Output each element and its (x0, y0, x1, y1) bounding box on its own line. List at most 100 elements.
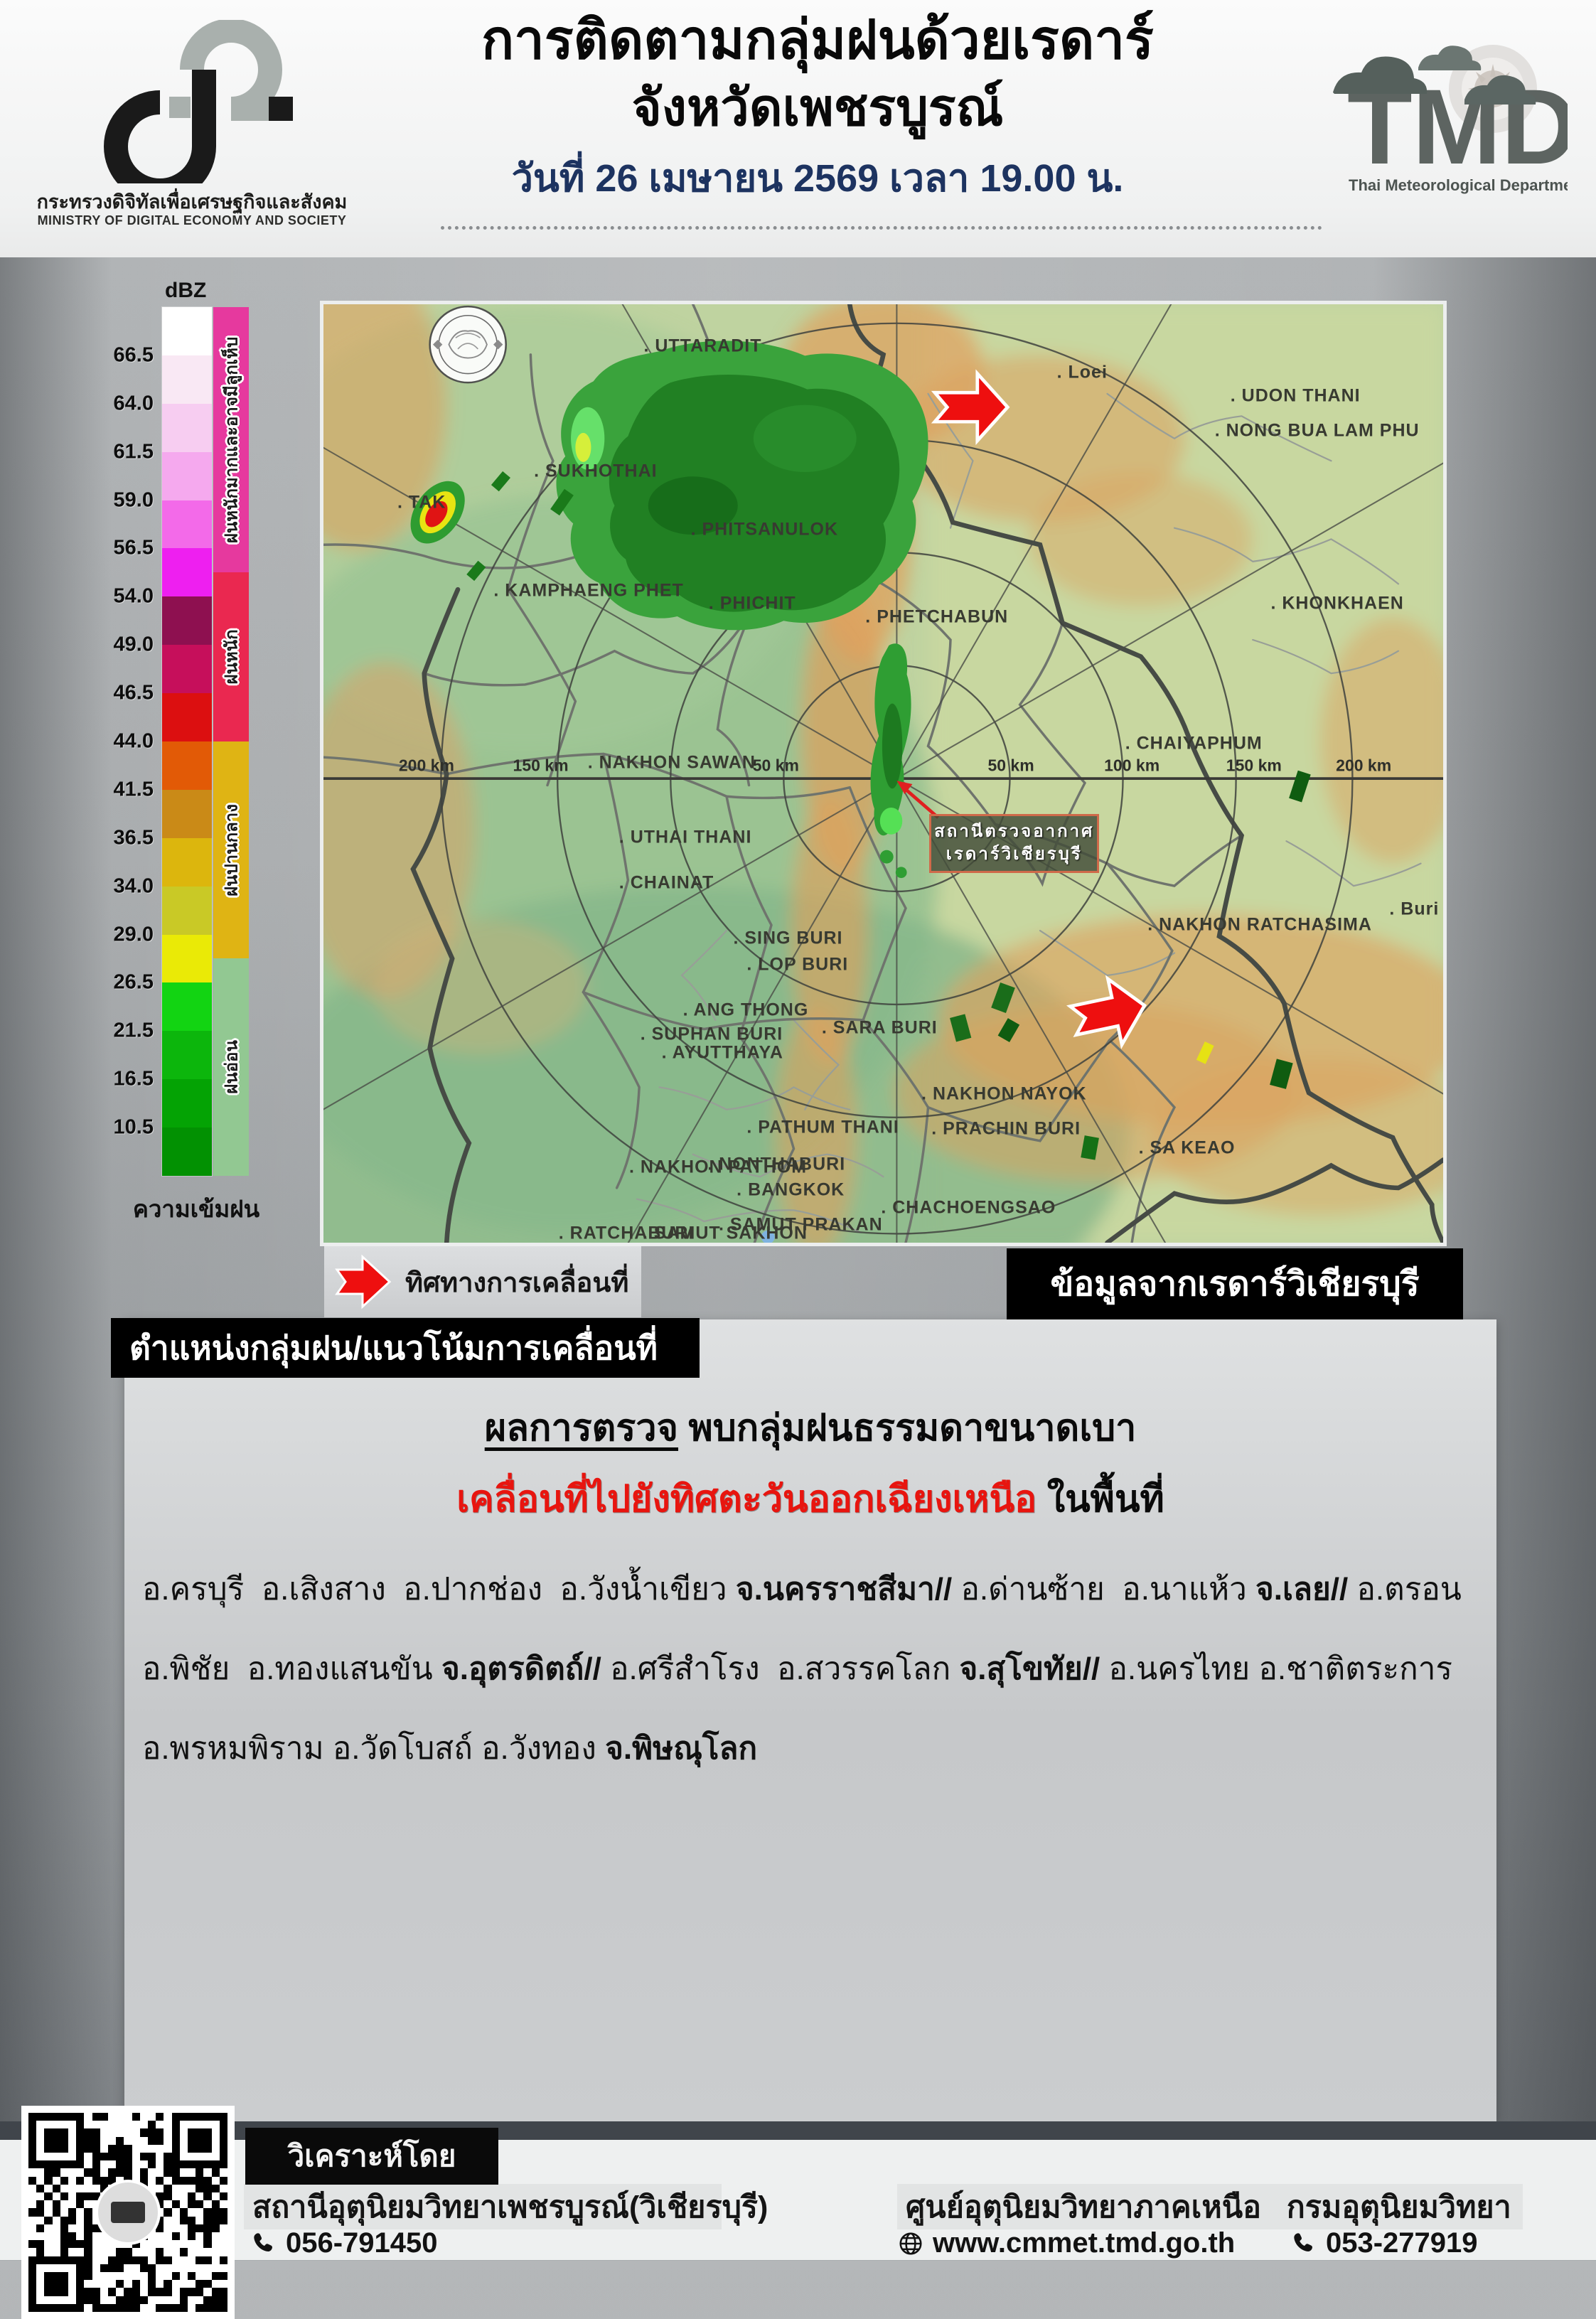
city-label: . PRACHIN BURI (931, 1118, 1081, 1139)
center-name: ศูนย์อุตุนิยมวิทยาภาคเหนือ กรมอุตุนิยมวิ… (906, 2190, 1511, 2224)
city-label: . CHAIYAPHUM (1125, 733, 1263, 754)
city-label: . SUPHAN BURI (640, 1024, 783, 1044)
dbz-tick: 54.0 (113, 584, 154, 608)
dbz-color-block (162, 355, 212, 404)
city-label: . KAMPHAENG PHET (493, 580, 684, 601)
city-label: . CHAINAT (618, 872, 714, 893)
header-dotted-divider (441, 226, 1322, 230)
rain-intensity-bands: ฝนหนักมากและอาจมีลูกเห็บฝนหนักฝนปานกลางฝ… (213, 307, 249, 1176)
city-label: . TAK (397, 492, 446, 513)
city-label: . PHETCHABUN (865, 606, 1009, 627)
rain-intensity-band-label: ฝนอ่อน (222, 1040, 242, 1095)
scale-caption: ความเข้มฝน (132, 1196, 260, 1222)
province-name: จ.นครราชสีมา// (735, 1572, 953, 1607)
dbz-color-block (162, 982, 212, 1032)
dbz-tick: 46.5 (113, 681, 154, 705)
direction-arrow-icon (335, 1254, 392, 1310)
city-label: . BANGKOK (737, 1179, 845, 1200)
report-datetime: วันที่ 26 เมษายน 2569 เวลา 19.00 น. (511, 156, 1124, 200)
dbz-color-block (162, 886, 212, 935)
district-names: อ.ศรีสำโรง อ.สวรรคโลก (601, 1651, 960, 1687)
analyzed-by-label: วิเคราะห์โดย (287, 2139, 456, 2173)
city-label: . ANG THONG (682, 1000, 809, 1020)
city-label: . RATCHABURI (558, 1223, 695, 1243)
city-label: . NONG BUA LAM PHU (1214, 420, 1420, 441)
rain-intensity-band: ฝนหนัก (213, 572, 249, 741)
city-label: . PHICHIT (708, 593, 796, 614)
phone-icon (254, 2232, 272, 2251)
city-label: . CHACHOENGSAO (881, 1197, 1056, 1218)
province-name: จ.เลย// (1255, 1572, 1349, 1607)
svg-text:Thai Meteorological Department: Thai Meteorological Department (1349, 176, 1568, 194)
station-name-strip: สถานีอุตุนิยมวิทยาเพชรบูรณ์(วิเชียรบุรี) (244, 2184, 768, 2229)
city-label: . Loei (1056, 362, 1108, 382)
website-row: www.cmmet.tmd.go.th (897, 2227, 1235, 2259)
footer-divider-band (0, 2121, 1596, 2140)
ministry-name-th: กระทรวงดิจิทัลเพื่อเศรษฐกิจและสังคม (36, 191, 348, 213)
globe-icon (899, 2232, 922, 2255)
movement-direction-text: เคลื่อนที่ไปยังทิศตะวันออกเฉียงเหนือ (456, 1479, 1037, 1520)
dbz-color-bar (162, 307, 212, 1177)
dbz-tick: 29.0 (113, 923, 154, 946)
tmd-logo-icon: TMD Thai Meteorological Department (1333, 45, 1568, 194)
dbz-tick: 61.5 (113, 440, 154, 464)
city-label: . NONTHABURI (707, 1154, 846, 1174)
city-label: . SAMUT PRAKAN (718, 1214, 883, 1235)
dbz-color-block (162, 645, 212, 694)
rain-intensity-band-label: ฝนหนักมากและอาจมีลูกเห็บ (222, 336, 242, 543)
center-phone-row: 053-277919 (1290, 2227, 1478, 2259)
range-distance-label: 200 km (1336, 756, 1392, 775)
city-label: . NAKHON SAWAN (587, 752, 756, 773)
dbz-color-block (162, 1079, 212, 1128)
radar-station-line1: สถานีตรวจอากาศ (934, 821, 1095, 841)
province-name: จ.อุตรดิตถ์// (441, 1651, 601, 1687)
dbz-color-block (162, 693, 212, 742)
ministry-de-logo-icon (104, 20, 293, 183)
dbz-color-block (162, 307, 212, 355)
city-label: . NAKHON RATCHASIMA (1147, 914, 1372, 935)
direction-legend-label: ทิศทางการเคลื่อนที่ (405, 1268, 629, 1298)
rain-intensity-band: ฝนปานกลาง (213, 741, 249, 959)
city-label: . UTHAI THANI (618, 827, 752, 847)
rain-intensity-band-label: ฝนปานกลาง (222, 803, 242, 896)
range-distance-label: 200 km (398, 756, 454, 775)
data-source-label: ข้อมูลจากเรดาร์วิเชียรบุรี (1050, 1265, 1420, 1303)
province-name: จ.พิษณุโลก (605, 1731, 758, 1767)
radar-station-callout: สถานีตรวจอากาศ เรดาร์วิเชียรบุรี (929, 813, 1100, 873)
analyzed-by-badge: วิเคราะห์โดย (245, 2128, 498, 2185)
range-distance-label: 150 km (1226, 756, 1282, 775)
affected-areas-paragraph: อ.ครบุรี อ.เสิงสาง อ.ปากช่อง อ.วังน้ำเขี… (142, 1550, 1479, 1789)
dbz-color-block (162, 789, 212, 838)
dbz-tick: 66.5 (113, 343, 154, 367)
movement-arrow-north (931, 369, 1010, 446)
city-label: . UTTARADIT (643, 336, 762, 356)
movement-arrow-south (1066, 975, 1147, 1049)
center-phone: 053-277919 (1326, 2227, 1478, 2259)
district-names: อ.นครไทย อ.ชาติตระการ อ.พรหมพิราม อ.วัดโ… (142, 1651, 1462, 1767)
station-phone-row: 056-791450 (250, 2227, 438, 2259)
city-label: . NAKHON NAYOK (921, 1083, 1087, 1104)
city-label: . SUKHOTHAI (534, 461, 658, 481)
dbz-tick-labels: 66.5 64.0 61.5 59.0 56.5 54.0 49.0 46.5 44.0 41.5… (78, 307, 158, 1176)
dbz-tick: 16.5 (113, 1067, 154, 1091)
city-label: . LOP BURI (746, 954, 849, 975)
range-distance-label: 150 km (513, 756, 569, 775)
tak-rain-cell (410, 481, 465, 544)
tmd-watermark-seal (429, 305, 507, 384)
district-names: อ.ด่านซ้าย อ.นาแห้ว (952, 1572, 1256, 1607)
city-label: . SA KEAO (1138, 1137, 1236, 1158)
dbz-color-block (162, 1031, 212, 1080)
findings-panel (124, 1319, 1496, 2121)
city-label: . SING BURI (733, 928, 843, 948)
radar-pointer-line (896, 781, 940, 819)
city-label: . SARA BURI (821, 1017, 938, 1038)
dbz-tick: 10.5 (113, 1115, 154, 1139)
dbz-tick: 56.5 (113, 536, 154, 559)
section-title-box: ตำแหน่งกลุ่มฝน/แนวโน้มการเคลื่อนที่ (111, 1318, 700, 1378)
page-subtitle-province: จังหวัดเพชรบูรณ์ (631, 79, 1004, 136)
qr-center-logo-icon (95, 2180, 161, 2245)
dbz-tick: 21.5 (113, 1019, 154, 1042)
dbz-tick: 34.0 (113, 874, 154, 898)
station-phone: 056-791450 (286, 2227, 438, 2259)
small-echo-specks (466, 471, 1311, 1243)
